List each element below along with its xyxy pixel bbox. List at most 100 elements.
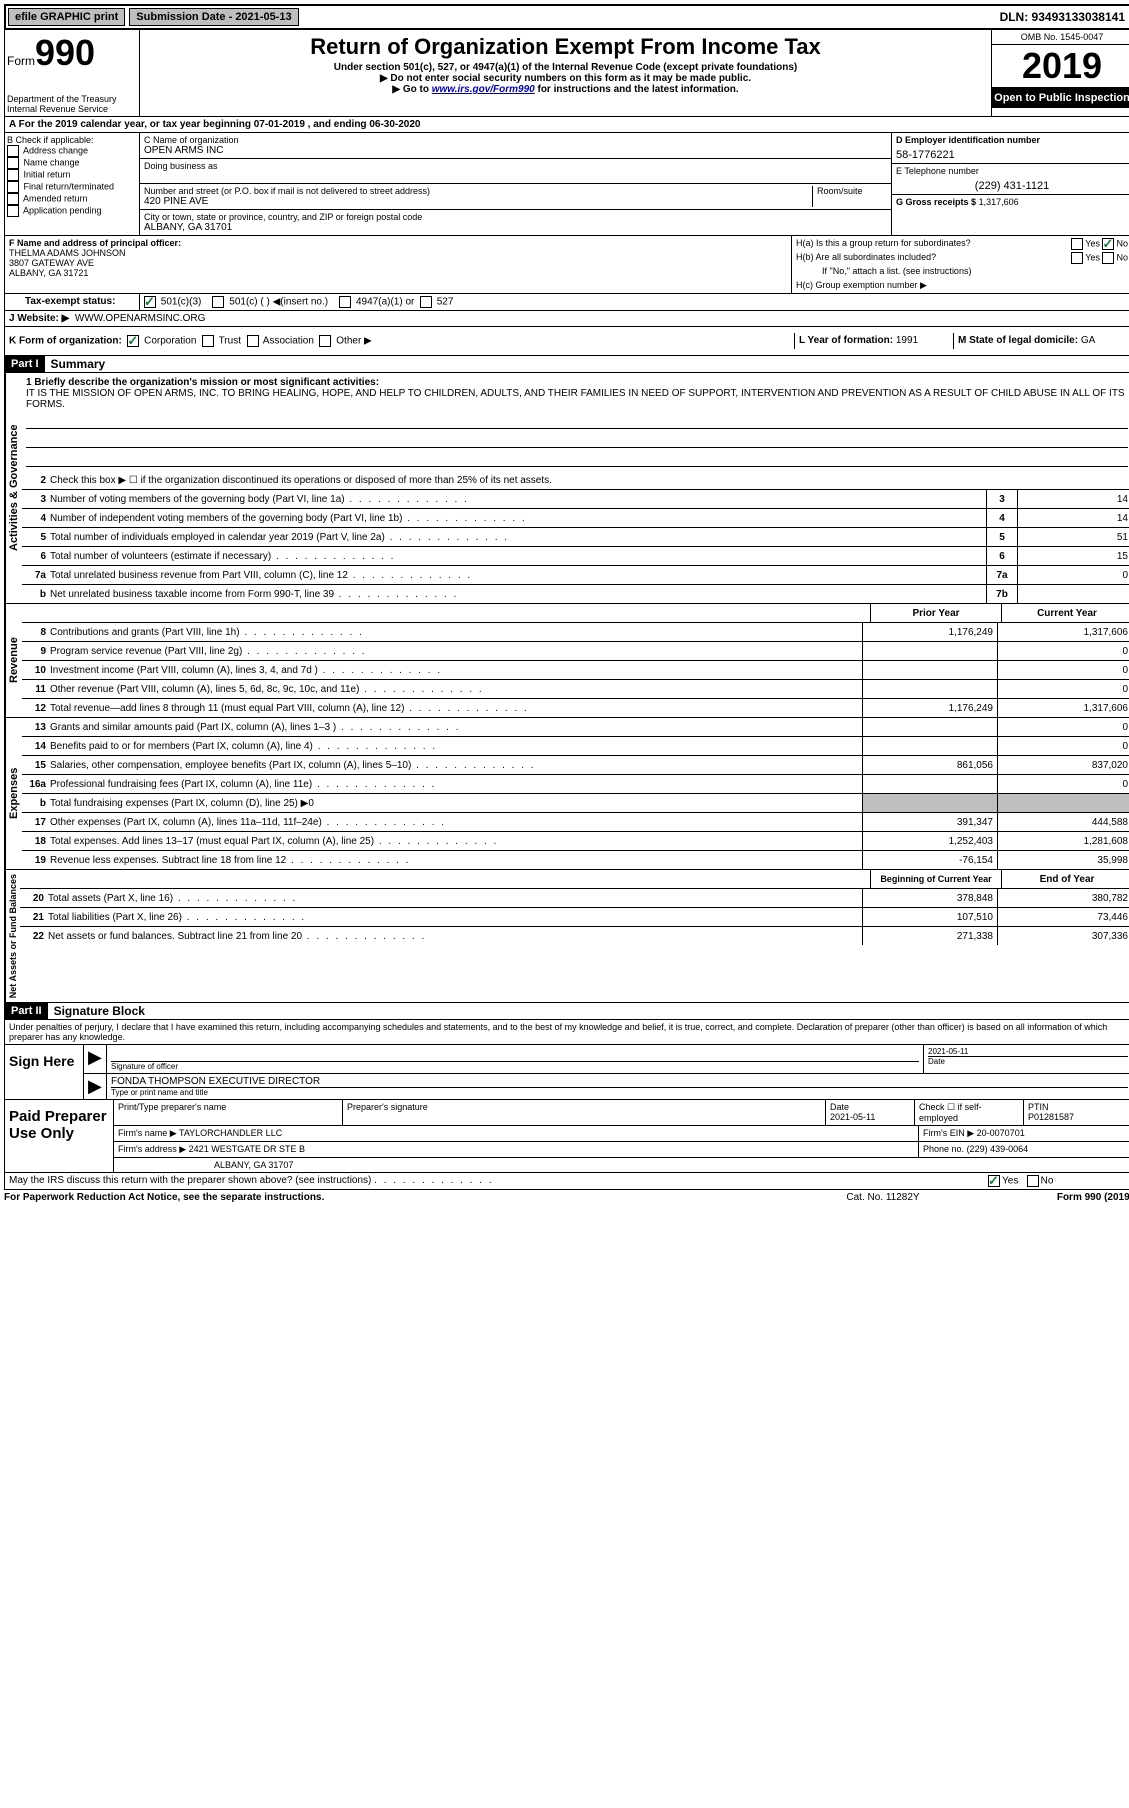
firm-name: TAYLORCHANDLER LLC <box>179 1128 282 1138</box>
501c-checkbox[interactable] <box>212 296 224 308</box>
footer: For Paperwork Reduction Act Notice, see … <box>4 1190 1129 1205</box>
col-c: C Name of organization OPEN ARMS INC Doi… <box>140 133 892 235</box>
527-checkbox[interactable] <box>420 296 432 308</box>
paperwork-notice: For Paperwork Reduction Act Notice, see … <box>4 1192 783 1203</box>
tax-year: 2019 <box>992 45 1129 88</box>
officer-label: F Name and address of principal officer: <box>9 238 787 248</box>
4947-checkbox[interactable] <box>339 296 351 308</box>
colb-item: Final return/terminated <box>7 181 137 193</box>
form-number: Form990 <box>7 32 137 74</box>
h-b-note: If "No," attach a list. (see instruction… <box>792 264 1129 278</box>
phone-label: E Telephone number <box>896 166 1128 176</box>
instructions-link[interactable]: www.irs.gov/Form990 <box>432 84 535 95</box>
na-line: 20 Total assets (Part X, line 16) 378,84… <box>20 889 1129 908</box>
na-label: Net Assets or Fund Balances <box>5 870 20 1002</box>
addr-label: Number and street (or P.O. box if mail i… <box>144 186 808 196</box>
exp-label: Expenses <box>5 718 22 869</box>
current-year-header: Current Year <box>1001 604 1129 622</box>
colb-item: Amended return <box>7 193 137 205</box>
year-formation: 1991 <box>896 335 918 346</box>
officer-addr2: ALBANY, GA 31721 <box>9 268 787 278</box>
website-row: J Website: ▶ WWW.OPENARMSINC.ORG <box>4 311 1129 327</box>
inspection-label: Open to Public Inspection <box>992 88 1129 108</box>
omb-number: OMB No. 1545-0047 <box>992 30 1129 45</box>
gov-line: 4 Number of independent voting members o… <box>22 509 1129 528</box>
h-b: H(b) Are all subordinates included? Yes … <box>792 250 1129 264</box>
officer-name: THELMA ADAMS JOHNSON <box>9 248 787 258</box>
sign-date: 2021-05-11 <box>928 1047 1128 1057</box>
subtitle-3: ▶ Go to www.irs.gov/Form990 for instruct… <box>142 84 989 95</box>
gross-label: G Gross receipts $ <box>896 197 976 207</box>
col-d: D Employer identification number 58-1776… <box>892 133 1129 235</box>
exp-line: b Total fundraising expenses (Part IX, c… <box>22 794 1129 813</box>
gov-line: b Net unrelated business taxable income … <box>22 585 1129 603</box>
netassets-section: Net Assets or Fund Balances Beginning of… <box>4 870 1129 1003</box>
ha-yes-checkbox[interactable] <box>1071 238 1083 250</box>
end-year-header: End of Year <box>1001 870 1129 888</box>
efile-button[interactable]: efile GRAPHIC print <box>8 8 125 26</box>
rev-label: Revenue <box>5 604 22 717</box>
city-state-zip: ALBANY, GA 31701 <box>144 222 887 233</box>
corp-checkbox[interactable] <box>127 335 139 347</box>
dba-label: Doing business as <box>144 161 887 171</box>
exp-line: 16a Professional fundraising fees (Part … <box>22 775 1129 794</box>
exp-line: 18 Total expenses. Add lines 13–17 (must… <box>22 832 1129 851</box>
gov-line: 7a Total unrelated business revenue from… <box>22 566 1129 585</box>
tax-exempt-row: Tax-exempt status: 501(c)(3) 501(c) ( ) … <box>4 294 1129 311</box>
ein-value: 58-1776221 <box>896 149 1128 161</box>
gov-line: 5 Total number of individuals employed i… <box>22 528 1129 547</box>
discuss-no-checkbox[interactable] <box>1027 1175 1039 1187</box>
ha-no-checkbox[interactable] <box>1102 238 1114 250</box>
part2-header: Part II Signature Block <box>4 1003 1129 1020</box>
assoc-checkbox[interactable] <box>247 335 259 347</box>
exp-line: 15 Salaries, other compensation, employe… <box>22 756 1129 775</box>
preparer-label: Paid Preparer Use Only <box>5 1100 114 1172</box>
name-label: C Name of organization <box>144 135 887 145</box>
governance-section: Activities & Governance 1 Briefly descri… <box>4 373 1129 604</box>
beg-year-header: Beginning of Current Year <box>870 870 1001 888</box>
dept-label: Department of the Treasury Internal Reve… <box>7 94 137 114</box>
rev-line: 10 Investment income (Part VIII, column … <box>22 661 1129 680</box>
phone-value: (229) 431-1121 <box>896 180 1128 192</box>
signature-block: Under penalties of perjury, I declare th… <box>4 1020 1129 1100</box>
hb-no-checkbox[interactable] <box>1102 252 1114 264</box>
colb-item: Address change <box>7 145 137 157</box>
sign-here-label: Sign Here <box>5 1045 84 1099</box>
gov-line: 3 Number of voting members of the govern… <box>22 490 1129 509</box>
colb-item: Name change <box>7 157 137 169</box>
mission-label: 1 Briefly describe the organization's mi… <box>26 377 1128 388</box>
firm-addr2: ALBANY, GA 31707 <box>114 1158 1129 1172</box>
firm-phone: (229) 439-0064 <box>967 1144 1029 1154</box>
org-name: OPEN ARMS INC <box>144 145 887 156</box>
form-year: Form 990 (2019) <box>983 1192 1129 1203</box>
part1-header: Part I Summary <box>4 356 1129 373</box>
h-c: H(c) Group exemption number ▶ <box>792 278 1129 293</box>
exp-line: 17 Other expenses (Part IX, column (A), … <box>22 813 1129 832</box>
firm-ein: 20-0070701 <box>977 1128 1025 1138</box>
na-line: 22 Net assets or fund balances. Subtract… <box>20 927 1129 945</box>
other-checkbox[interactable] <box>319 335 331 347</box>
rev-line: 8 Contributions and grants (Part VIII, l… <box>22 623 1129 642</box>
trust-checkbox[interactable] <box>202 335 214 347</box>
revenue-section: Revenue Prior Year Current Year 8 Contri… <box>4 604 1129 718</box>
block-bcd: B Check if applicable: Address change Na… <box>4 133 1129 236</box>
h-a: H(a) Is this a group return for subordin… <box>792 236 1129 250</box>
501c3-checkbox[interactable] <box>144 296 156 308</box>
gov-label: Activities & Governance <box>5 373 22 603</box>
prep-date: 2021-05-11 <box>830 1112 910 1122</box>
prior-year-header: Prior Year <box>870 604 1001 622</box>
hb-yes-checkbox[interactable] <box>1071 252 1083 264</box>
na-line: 21 Total liabilities (Part X, line 26) 1… <box>20 908 1129 927</box>
rev-line: 12 Total revenue—add lines 8 through 11 … <box>22 699 1129 717</box>
top-bar: efile GRAPHIC print Submission Date - 20… <box>4 4 1129 30</box>
street-address: 420 PINE AVE <box>144 196 808 207</box>
colb-item: Application pending <box>7 205 137 217</box>
exp-line: 14 Benefits paid to or for members (Part… <box>22 737 1129 756</box>
website-value: WWW.OPENARMSINC.ORG <box>75 313 206 324</box>
discuss-yes-checkbox[interactable] <box>988 1175 1000 1187</box>
ein-label: D Employer identification number <box>896 135 1128 145</box>
line-2: Check this box ▶ ☐ if the organization d… <box>50 473 1129 488</box>
mission-text: IT IS THE MISSION OF OPEN ARMS, INC. TO … <box>26 388 1128 410</box>
submission-button[interactable]: Submission Date - 2021-05-13 <box>129 8 298 26</box>
subtitle-2: ▶ Do not enter social security numbers o… <box>142 73 989 84</box>
